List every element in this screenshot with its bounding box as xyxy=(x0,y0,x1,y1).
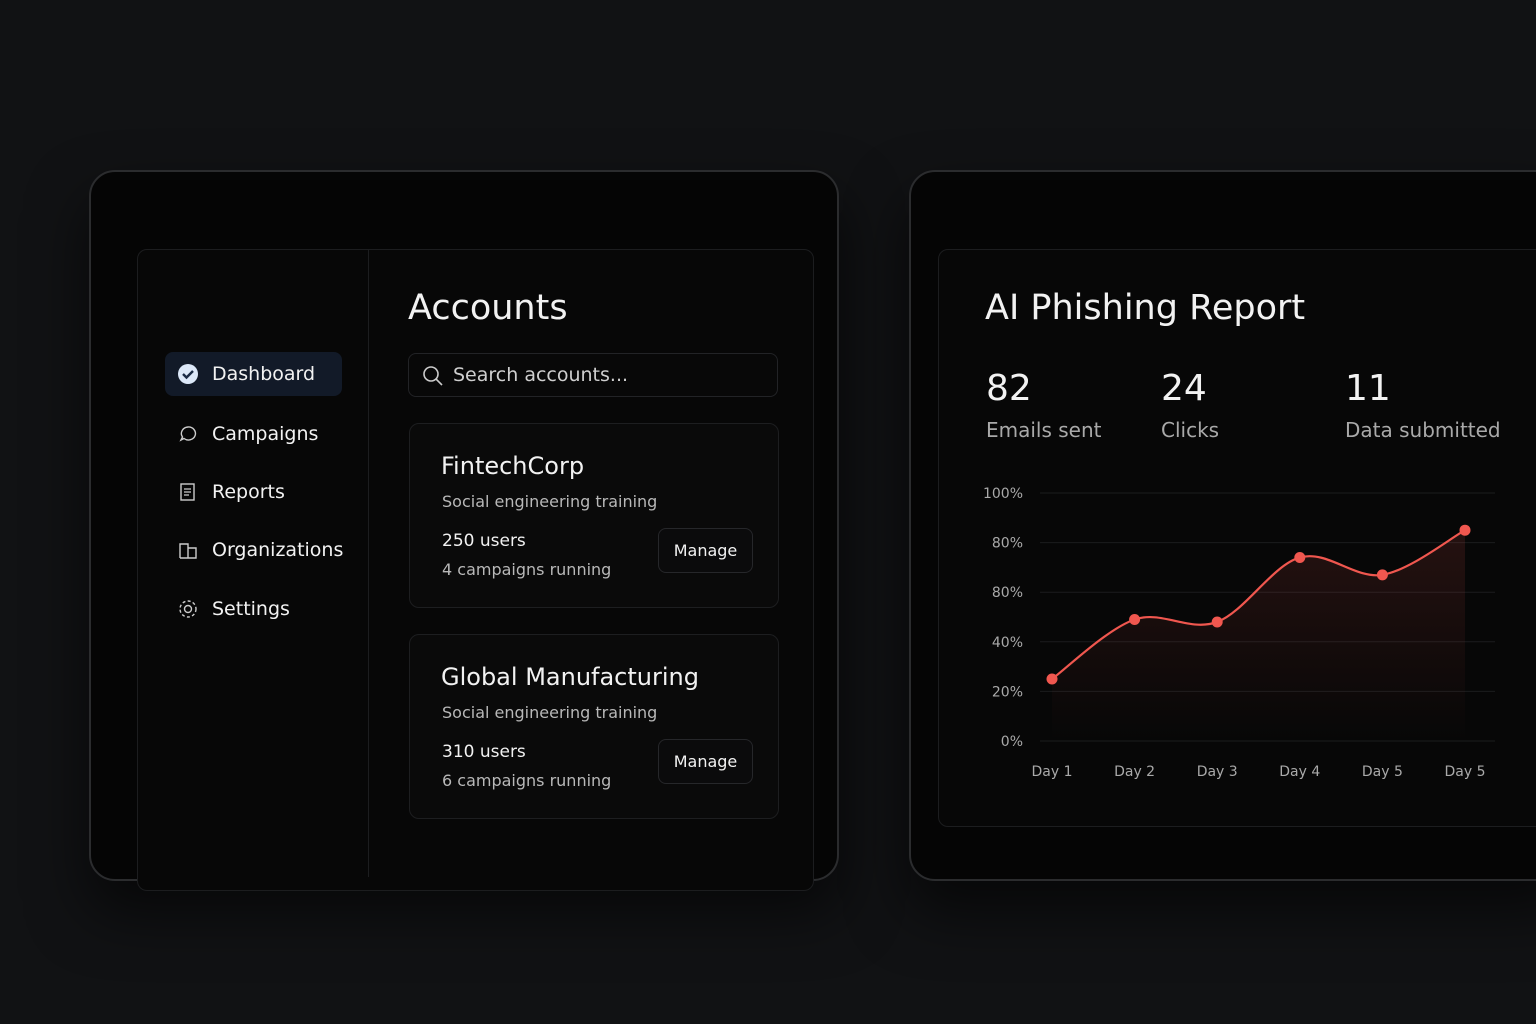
nav-item[interactable]: Organizations xyxy=(165,528,344,572)
manage-button[interactable]: Manage xyxy=(658,528,753,573)
account-campaigns: 4 campaigns running xyxy=(442,560,612,579)
x-tick-label: Day 1 xyxy=(1031,764,1072,780)
report-title: AI Phishing Report xyxy=(985,288,1306,328)
account-subtitle: Social engineering training xyxy=(442,703,658,722)
accounts-title: Accounts xyxy=(408,288,568,328)
search-placeholder: Search accounts... xyxy=(453,364,629,386)
x-tick-label: Day 5 xyxy=(1362,764,1403,780)
y-tick-label: 40% xyxy=(992,635,1023,651)
stat-value: 11 xyxy=(1345,368,1391,409)
y-tick-label: 0% xyxy=(1001,734,1023,750)
account-users: 310 users xyxy=(442,742,526,762)
nav-label: Reports xyxy=(212,481,285,503)
data-point xyxy=(1211,616,1223,628)
stat-value: 82 xyxy=(986,368,1032,409)
account-name: FintechCorp xyxy=(441,452,585,480)
data-point xyxy=(1294,551,1306,563)
manage-button[interactable]: Manage xyxy=(658,739,753,784)
nav-label: Dashboard xyxy=(212,363,316,385)
search-box[interactable]: Search accounts... xyxy=(408,353,778,397)
nav-label: Settings xyxy=(212,598,290,620)
account-users: 250 users xyxy=(442,531,526,551)
stat-value: 24 xyxy=(1161,368,1207,409)
line-area xyxy=(1052,530,1465,741)
x-tick-label: Day 4 xyxy=(1279,764,1320,780)
check-icon xyxy=(178,364,198,384)
x-tick-label: Day 3 xyxy=(1197,764,1238,780)
chat-icon xyxy=(179,426,197,442)
sidebar-divider xyxy=(368,250,369,877)
search-icon xyxy=(423,366,443,386)
data-point xyxy=(1129,613,1141,625)
nav-item[interactable]: Dashboard xyxy=(165,352,342,396)
x-tick-label: Day 2 xyxy=(1114,764,1155,780)
data-point xyxy=(1376,569,1388,581)
nav-item[interactable]: Campaigns xyxy=(165,412,342,456)
nav-item[interactable]: Reports xyxy=(165,470,342,514)
account-card: Global Manufacturing Social engineering … xyxy=(409,634,779,819)
y-tick-label: 100% xyxy=(983,486,1023,502)
stat-label: Emails sent xyxy=(986,418,1102,442)
stat-label: Clicks xyxy=(1161,418,1220,442)
org-icon xyxy=(179,543,197,559)
gear-icon xyxy=(179,600,197,618)
nav-label: Campaigns xyxy=(212,423,319,445)
report-icon xyxy=(180,483,195,501)
nav-item[interactable]: Settings xyxy=(165,587,342,631)
account-name: Global Manufacturing xyxy=(441,663,699,691)
y-tick-label: 80% xyxy=(992,585,1023,601)
y-tick-label: 80% xyxy=(992,536,1023,552)
stat-label: Data submitted xyxy=(1345,418,1501,442)
account-campaigns: 6 campaigns running xyxy=(442,771,612,790)
nav-label: Organizations xyxy=(212,539,344,561)
data-point xyxy=(1046,673,1058,685)
x-tick-label: Day 5 xyxy=(1444,764,1485,780)
y-tick-label: 20% xyxy=(992,684,1023,700)
account-card: FintechCorp Social engineering training … xyxy=(409,423,779,608)
data-line xyxy=(1051,529,1466,680)
data-point xyxy=(1459,524,1471,536)
account-subtitle: Social engineering training xyxy=(442,492,658,511)
